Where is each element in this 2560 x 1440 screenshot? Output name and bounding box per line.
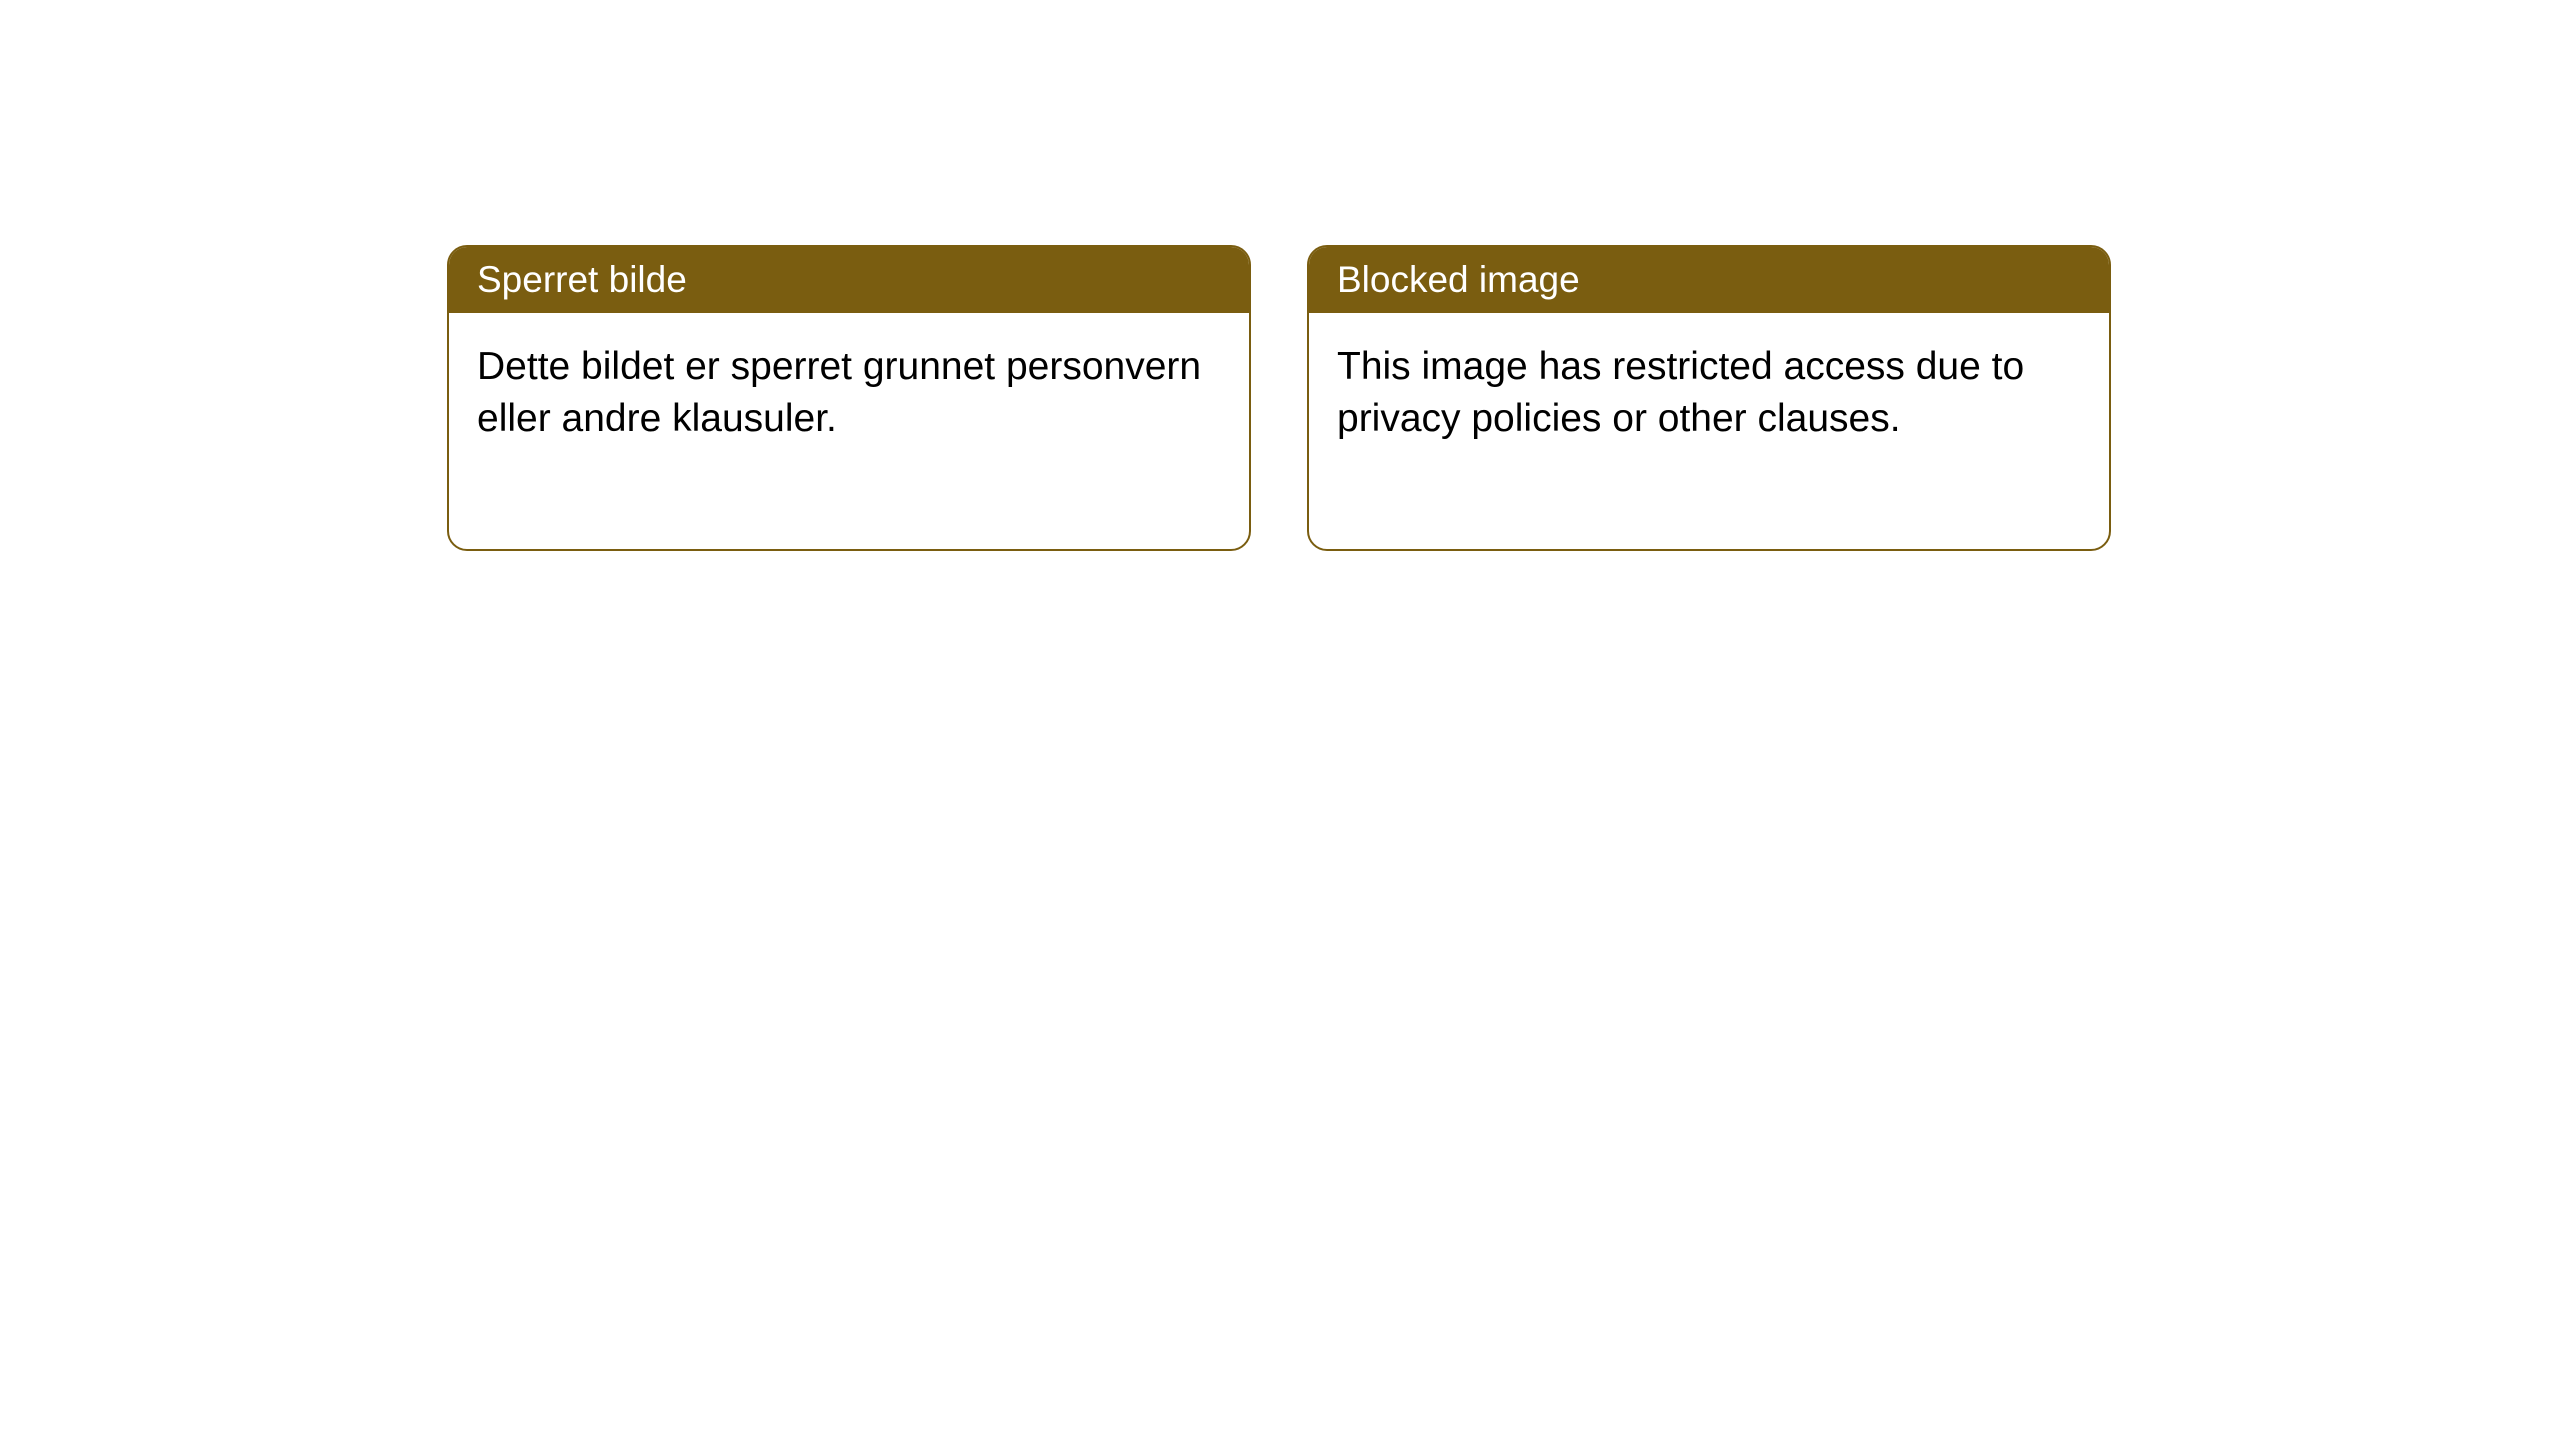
notice-message-english: This image has restricted access due to … bbox=[1309, 313, 2109, 549]
notice-title-norwegian: Sperret bilde bbox=[449, 247, 1249, 313]
notice-card-english: Blocked image This image has restricted … bbox=[1307, 245, 2111, 551]
notice-message-norwegian: Dette bildet er sperret grunnet personve… bbox=[449, 313, 1249, 549]
notice-card-norwegian: Sperret bilde Dette bildet er sperret gr… bbox=[447, 245, 1251, 551]
notice-title-english: Blocked image bbox=[1309, 247, 2109, 313]
notice-container: Sperret bilde Dette bildet er sperret gr… bbox=[0, 0, 2560, 551]
